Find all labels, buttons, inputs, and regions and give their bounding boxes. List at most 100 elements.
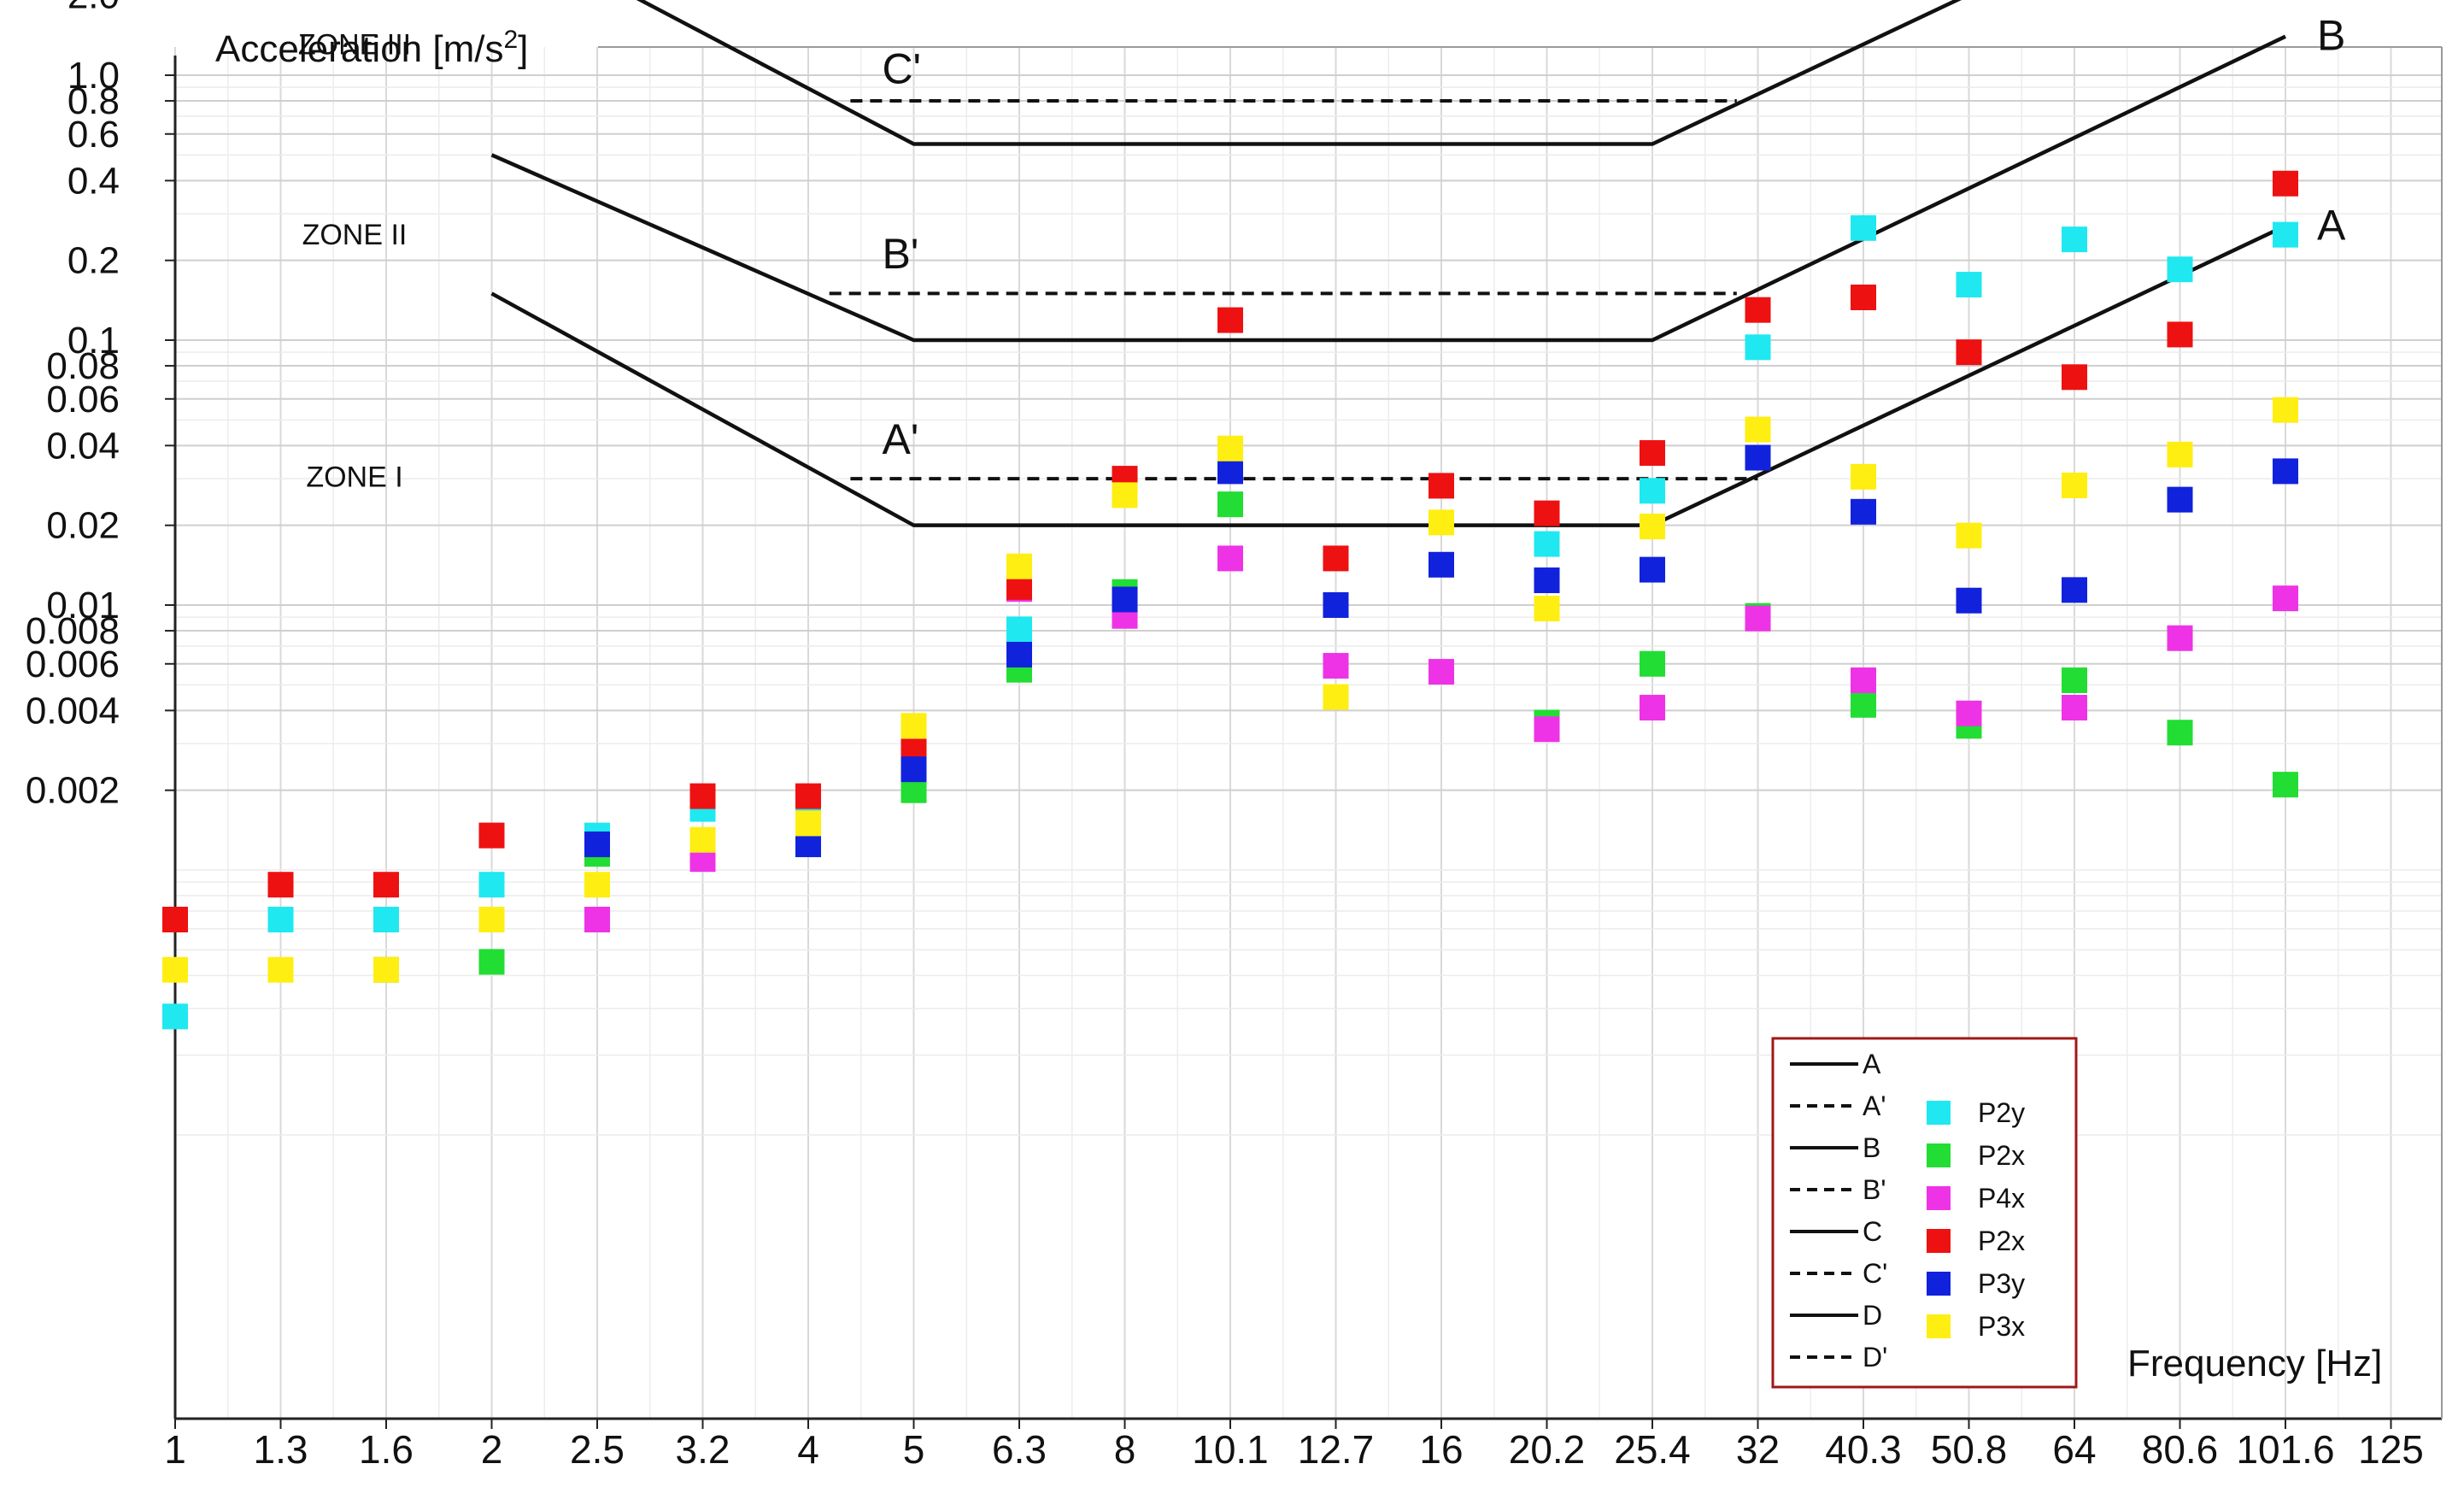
legend-marker-label: P4x (1978, 1183, 2025, 1214)
marker-p4x (584, 906, 610, 932)
y-tick-label: 2.0 (67, 0, 120, 17)
curve-label: C' (882, 44, 921, 92)
marker-p3x (1745, 416, 1771, 443)
marker-p3y (901, 756, 927, 783)
marker-p2x (1851, 284, 1876, 310)
x-tick-label: 64 (2052, 1427, 2096, 1472)
marker-p3x (2062, 472, 2087, 498)
x-tick-label: 5 (903, 1427, 925, 1472)
legend-line-label: D (1863, 1300, 1882, 1331)
data-markers (162, 170, 2298, 1030)
marker-p3x (1217, 435, 1243, 461)
marker-p2x (1217, 307, 1243, 333)
x-tick-label: 1.6 (359, 1427, 414, 1472)
marker-p2x (2273, 170, 2298, 197)
marker-p3x (901, 713, 927, 739)
marker-p4x (1217, 545, 1243, 572)
curve-B (490, 34, 2286, 343)
marker-p2y (162, 1003, 188, 1030)
marker-p3x (267, 956, 294, 983)
x-tick-label: 50.8 (1931, 1427, 2008, 1472)
marker-p2x (1956, 339, 1982, 366)
y-tick-label: 0.06 (46, 379, 120, 420)
y-tick-label: 0.008 (26, 610, 120, 652)
curve-C (636, 0, 1962, 146)
marker-p3y (584, 831, 610, 857)
y-tick-label: 0.8 (67, 80, 120, 122)
zone-label: ZONE III (298, 28, 411, 61)
marker-p3x (2167, 441, 2193, 467)
y-tick-label: 0.1 (67, 320, 120, 362)
legend-line-label: C (1863, 1216, 1882, 1247)
x-tick-label: 125 (2358, 1427, 2424, 1472)
marker-p2x (2273, 772, 2298, 798)
marker-p2x (1429, 473, 1454, 499)
marker-p4x (2062, 695, 2087, 721)
legend-marker-swatch (1927, 1143, 1951, 1167)
marker-p2x (478, 949, 505, 975)
marker-p3x (689, 826, 716, 853)
x-tick-label: 12.7 (1298, 1427, 1375, 1472)
marker-p3y (1429, 551, 1454, 578)
marker-p3y (1534, 567, 1560, 594)
y-tick-label: 0.002 (26, 770, 120, 812)
y-tick-label: 0.02 (46, 505, 120, 547)
legend-line-label: A (1863, 1049, 1881, 1079)
marker-p3x (1429, 509, 1454, 536)
legend-marker-swatch (1927, 1186, 1951, 1210)
marker-p2x (1851, 691, 1876, 718)
curve-A (490, 224, 2286, 527)
marker-p4x (2167, 625, 2193, 651)
zone-label: ZONE II (302, 219, 408, 251)
marker-p2y (1745, 334, 1771, 361)
marker-p4x (1956, 700, 1982, 726)
legend-marker-label: P3y (1978, 1268, 2025, 1299)
legend-marker-swatch (1927, 1229, 1951, 1253)
y-tick-labels: 10.08.06.04.02.01.00.80.60.40.20.10.080.… (26, 0, 175, 812)
marker-p3y (1851, 498, 1876, 525)
marker-p2y (1851, 215, 1876, 241)
marker-p3y (1217, 458, 1243, 485)
y-tick-label: 0.4 (67, 160, 120, 202)
marker-p2y (1956, 272, 1982, 298)
legend-marker-swatch (1927, 1272, 1951, 1296)
y-tick-label: 0.6 (67, 114, 120, 156)
marker-p3y (2062, 577, 2087, 603)
x-tick-label: 1.3 (254, 1427, 308, 1472)
curve-label: B' (882, 230, 918, 278)
marker-p3y (1745, 444, 1771, 471)
marker-p2x (162, 906, 188, 932)
marker-p3y (1323, 592, 1349, 618)
marker-p3x (1534, 596, 1560, 622)
x-tick-label: 6.3 (992, 1427, 1047, 1472)
marker-p3x (1112, 482, 1138, 508)
curve-label: B (2317, 12, 2345, 60)
marker-p3x (478, 906, 505, 932)
marker-p3x (373, 956, 399, 983)
marker-p2x (1640, 440, 1665, 467)
legend-line-label: B (1863, 1132, 1880, 1163)
limit-curves: AA'BB'CC'DD' (490, 0, 2346, 527)
marker-p2x (1534, 500, 1560, 526)
legend-marker-label: P2x (1978, 1226, 2025, 1256)
marker-p2x (689, 783, 716, 809)
marker-p2y (267, 906, 294, 932)
y-tick-label: 0.004 (26, 690, 120, 732)
marker-p4x (1429, 659, 1454, 685)
legend-line-label: D' (1863, 1342, 1887, 1373)
y-tick-label: 0.2 (67, 240, 120, 282)
legend-marker-label: P2y (1978, 1097, 2025, 1128)
marker-p4x (1534, 716, 1560, 743)
marker-p2y (1006, 616, 1032, 643)
y-axis-title: Acceleration [m/s2] (215, 26, 528, 70)
y-tick-label: 0.006 (26, 644, 120, 685)
marker-p3y (1640, 556, 1665, 583)
marker-p3x (795, 810, 821, 837)
marker-p4x (1851, 667, 1876, 694)
marker-p2x (2062, 667, 2087, 694)
x-tick-label: 1 (164, 1427, 186, 1472)
marker-p2y (1534, 531, 1560, 557)
marker-p2x (1217, 491, 1243, 518)
legend-box (1771, 1037, 2078, 1389)
